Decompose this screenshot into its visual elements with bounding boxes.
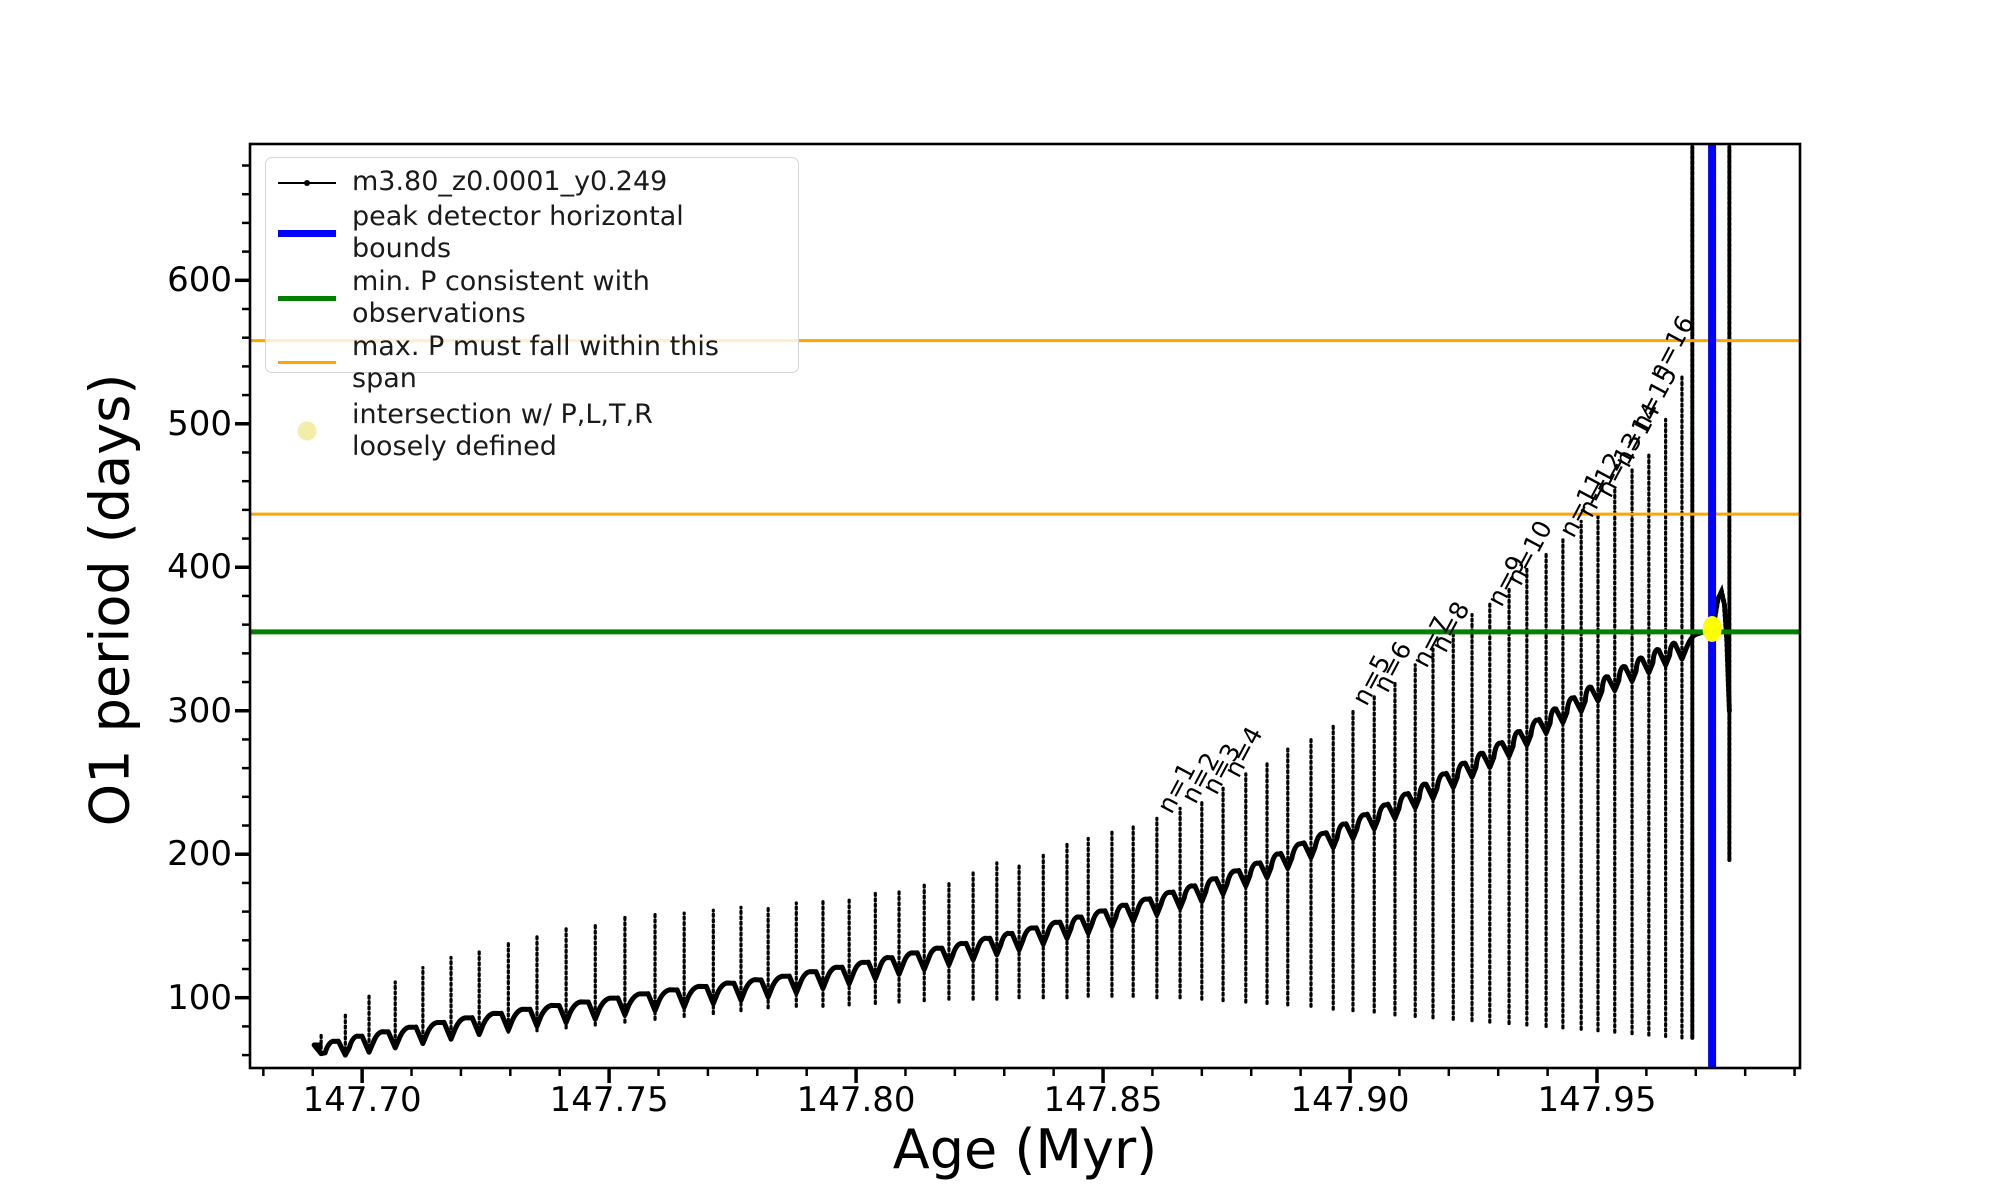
y-tick-label: 100: [167, 977, 232, 1018]
green-line-icon: [278, 295, 336, 301]
axes-spines: [248, 142, 1802, 1070]
legend-entry-min-P: min. P consistent with observations: [278, 266, 784, 331]
y-tick-label: 300: [167, 690, 232, 731]
legend-label: peak detector horizontal bounds: [352, 201, 684, 265]
legend-box[interactable]: m3.80_z0.0001_y0.249 peak detector horiz…: [265, 157, 799, 462]
series-baseline-curve: [311, 625, 1716, 1058]
x-tick-label: 147.90: [1290, 1080, 1410, 1120]
x-tick-label: 147.85: [1043, 1080, 1163, 1120]
legend-label: min. P consistent with observations: [352, 265, 650, 330]
legend-entry-max-P: max. P must fall within this span: [278, 331, 784, 396]
series-line-marker-icon: [278, 179, 336, 186]
y-axis-title: O1 period (days): [78, 373, 142, 827]
legend-entry-intersection: intersection w/ P,L,T,R loosely defined: [278, 395, 784, 467]
legend-entry-series: m3.80_z0.0001_y0.249: [278, 164, 784, 201]
y-tick-label: 400: [167, 547, 232, 588]
blue-line-icon: [278, 229, 336, 237]
x-tick-label: 147.95: [1537, 1080, 1657, 1120]
orange-line-icon: [278, 361, 336, 365]
y-tick-label: 500: [167, 403, 232, 444]
x-tick-label: 147.80: [796, 1080, 916, 1120]
legend-entry-peak-detector: peak detector horizontal bounds: [278, 201, 784, 266]
intersection-marker: [1702, 615, 1722, 642]
legend-label: max. P must fall within this span: [352, 330, 719, 394]
legend-label: intersection w/ P,L,T,R loosely defined: [352, 398, 653, 463]
x-tick-label: 147.70: [302, 1080, 422, 1120]
legend-label: m3.80_z0.0001_y0.249: [352, 166, 668, 198]
series-tail-curve: [1710, 584, 1732, 714]
y-tick-label: 200: [167, 834, 232, 875]
x-axis-title: Age (Myr): [892, 1118, 1158, 1181]
x-tick-label: 147.75: [549, 1080, 669, 1120]
y-tick-label: 600: [167, 260, 232, 301]
